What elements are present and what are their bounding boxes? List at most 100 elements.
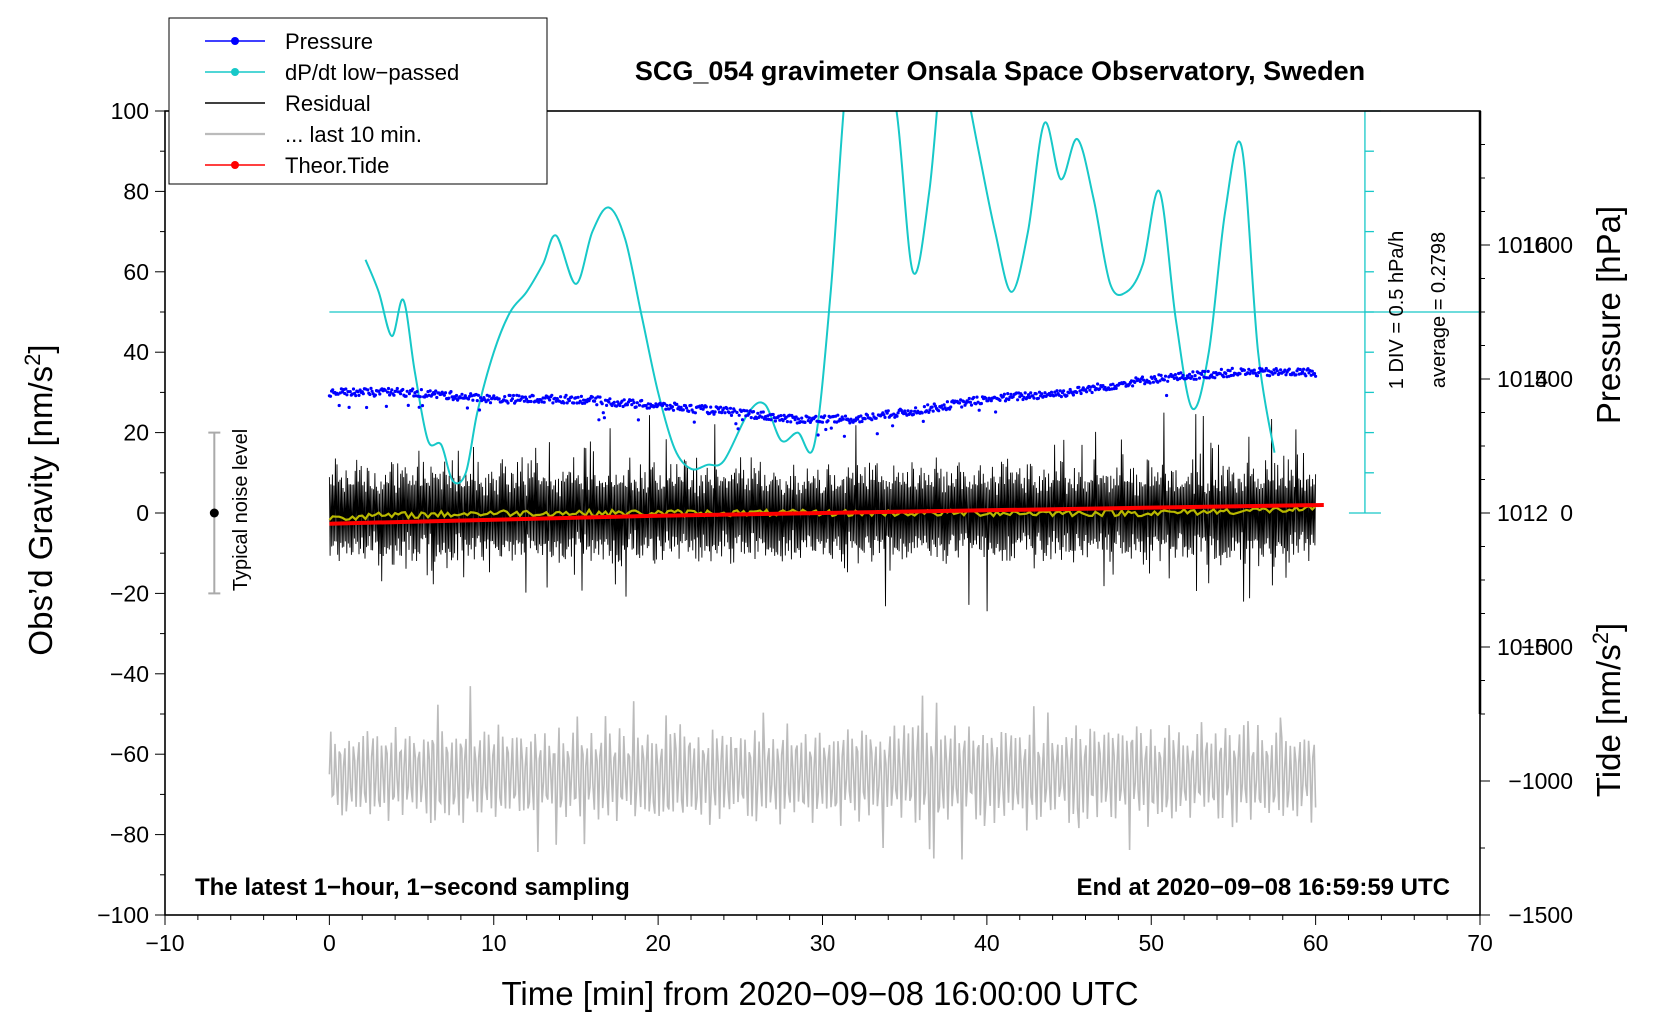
pressure-point [595, 403, 599, 407]
pressure-point [719, 405, 723, 409]
pressure-point [967, 396, 971, 401]
pressure-point [665, 403, 669, 408]
pressure-point [1268, 374, 1272, 378]
pressure-point [370, 389, 374, 393]
pressure-point [911, 412, 916, 416]
tide-tick-label: −1500 [1508, 902, 1573, 928]
pressure-point [390, 388, 394, 392]
pressure-point [843, 414, 848, 418]
pressure-point [492, 394, 496, 398]
pressure-point [870, 418, 874, 422]
pressure-point [1131, 384, 1135, 388]
series-layer [208, 110, 1480, 860]
pressure-point [749, 416, 753, 420]
pressure-point [957, 401, 962, 405]
y-label-tide-sup: 2 [1588, 632, 1613, 644]
pressure-point [1032, 396, 1036, 400]
pressure-point [1103, 385, 1107, 390]
pressure-point [407, 392, 411, 396]
y-tick-label: 80 [123, 178, 149, 204]
pressure-point [1020, 393, 1024, 397]
x-tick-label: 30 [810, 930, 836, 956]
pressure-point [548, 398, 552, 402]
pressure-point [373, 393, 377, 397]
y-tick-label: 60 [123, 259, 149, 285]
pressure-point [794, 415, 798, 419]
pressure-point [922, 405, 927, 409]
pressure-point [1148, 381, 1152, 385]
pressure-point [796, 417, 801, 421]
pressure-point [417, 405, 421, 409]
last-10-min-line [328, 686, 1317, 860]
pressure-point [785, 420, 790, 424]
pressure-point [590, 395, 595, 399]
average-note: average = 0.2798 [1428, 232, 1450, 388]
pressure-point [1049, 390, 1054, 394]
pressure-point [644, 404, 648, 408]
pressure-point [542, 400, 546, 404]
pressure-point [1194, 377, 1198, 381]
pressure-point [1294, 373, 1298, 377]
x-tick-label: 10 [481, 930, 507, 956]
pressure-point [735, 410, 739, 415]
residual-series-line [328, 412, 1317, 612]
pressure-point [1071, 393, 1075, 397]
pressure-point [1238, 372, 1242, 376]
pressure-point [773, 419, 778, 423]
pressure-point [1058, 389, 1062, 393]
legend-swatch-marker [231, 161, 239, 169]
pressure-point [366, 388, 370, 392]
pressure-point [906, 409, 910, 413]
pressure-point [1001, 395, 1005, 399]
pressure-point [454, 393, 459, 398]
pressure-point [1302, 367, 1306, 371]
pressure-point [836, 413, 840, 417]
y-tick-label: −40 [110, 661, 149, 687]
tide-tick-label: −1000 [1508, 768, 1573, 794]
pressure-point [597, 418, 601, 422]
legend-label: dP/dt low−passed [285, 60, 459, 85]
pressure-point [418, 395, 422, 399]
pressure-point [634, 405, 638, 409]
pressure-point [1179, 371, 1183, 375]
pressure-point [886, 409, 890, 413]
x-tick-label: 70 [1467, 930, 1493, 956]
pressure-point [859, 414, 863, 418]
pressure-point [385, 390, 390, 394]
legend-label: ... last 10 min. [285, 122, 422, 147]
pressure-point [1206, 369, 1210, 373]
pressure-point [729, 413, 734, 417]
pressure-point [1036, 396, 1040, 400]
pressure-point [1114, 386, 1118, 390]
pressure-point [969, 403, 974, 407]
pressure-point [747, 412, 751, 416]
pressure-point [1088, 388, 1092, 392]
x-tick-label: 40 [974, 930, 1000, 956]
pressure-point [1224, 371, 1228, 376]
pressure-point [384, 404, 388, 408]
pressure-point [807, 416, 812, 420]
pressure-point [823, 414, 827, 418]
x-tick-label: −10 [145, 930, 184, 956]
pressure-point [488, 401, 493, 405]
pressure-point [975, 395, 979, 399]
pressure-point [930, 405, 934, 409]
pressure-point [527, 399, 531, 404]
pressure-point [442, 393, 446, 397]
pressure-point [745, 409, 749, 413]
pressure-point [453, 396, 457, 400]
pressure-point [1203, 369, 1207, 374]
pressure-point [689, 403, 693, 407]
pressure-point [449, 390, 453, 394]
pressure-point [406, 403, 410, 407]
pressure-point [860, 419, 864, 424]
legend: Pressure dP/dt low−passed Residual ... last… [168, 17, 548, 185]
pressure-point [693, 411, 698, 415]
pressure-point [1273, 371, 1277, 375]
pressure-point [1218, 372, 1222, 376]
pressure-point [803, 420, 807, 424]
y-label-tide-end: ] [1590, 623, 1627, 632]
pressure-point [1096, 382, 1100, 386]
tide-tick-label: 1000 [1522, 232, 1573, 258]
pressure-point [361, 392, 365, 396]
